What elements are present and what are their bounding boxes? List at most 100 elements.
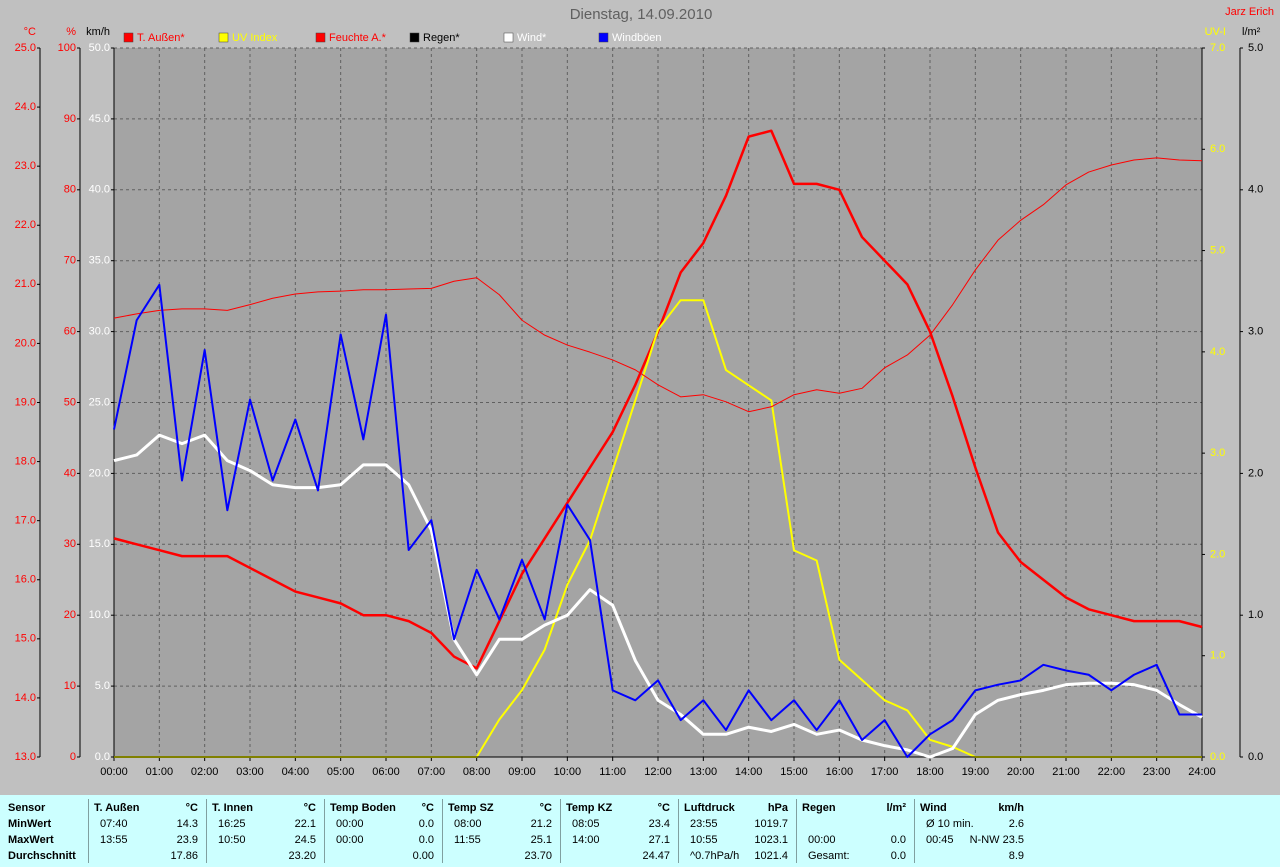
x-tick-label: 12:00: [644, 766, 672, 778]
x-tick-label: 02:00: [191, 766, 219, 778]
legend-label: Windböen: [612, 32, 662, 44]
y-tick-label: 4.0: [1248, 184, 1263, 196]
header-unit: °C: [303, 802, 316, 814]
header-name: Sensor: [8, 802, 46, 814]
cell-right: 22.1: [294, 818, 316, 830]
cell-right: 24.47: [642, 850, 670, 862]
y-tick-label: 19.0: [15, 396, 36, 408]
cell-left: 13:55: [100, 834, 128, 846]
legend-swatch: [598, 32, 609, 43]
legend-swatch: [315, 32, 326, 43]
header-unit: °C: [539, 802, 552, 814]
y-tick-label: 16.0: [15, 574, 36, 586]
y-tick-label: 20.0: [89, 467, 110, 479]
column-separator: [88, 799, 89, 863]
y-tick-label: 10.0: [89, 609, 110, 621]
legend-swatch: [123, 32, 134, 43]
series-line: [113, 157, 1203, 413]
cell-right: 8.9: [1008, 850, 1024, 862]
axis-label: km/h: [86, 26, 110, 38]
column-separator: [560, 799, 561, 863]
row-label: MaxWert: [8, 834, 54, 846]
y-tick-label: 13.0: [15, 751, 36, 763]
y-tick-label: 3.0: [1210, 447, 1225, 459]
axis-label: %: [66, 26, 76, 38]
cell-right: 23.4: [648, 818, 670, 830]
y-tick-label: 0.0: [1210, 751, 1225, 763]
y-tick-label: 60: [64, 326, 76, 338]
axis-label: l/m²: [1242, 26, 1261, 38]
cell-right: 0.0: [418, 834, 434, 846]
axis-label: °C: [24, 26, 36, 38]
y-tick-label: 22.0: [15, 219, 36, 231]
legend-swatch: [218, 32, 229, 43]
cell-left: 00:00: [336, 818, 364, 830]
cell-left: 00:00: [808, 834, 836, 846]
x-tick-label: 05:00: [327, 766, 355, 778]
cell-right: 21.2: [530, 818, 552, 830]
cell-left: 14:00: [572, 834, 600, 846]
x-tick-label: 21:00: [1052, 766, 1080, 778]
legend-label: UV Index: [232, 32, 278, 44]
cell-left: 07:40: [100, 818, 128, 830]
cell-right: 24.5: [294, 834, 316, 846]
cell-right: 2.6: [1008, 818, 1024, 830]
x-tick-label: 08:00: [463, 766, 491, 778]
x-tick-label: 01:00: [146, 766, 174, 778]
cell-left: 16:25: [218, 818, 246, 830]
y-tick-label: 4.0: [1210, 346, 1225, 358]
x-tick-label: 17:00: [871, 766, 899, 778]
y-tick-label: 20: [64, 609, 76, 621]
column-separator: [206, 799, 207, 863]
cell-left: 10:50: [218, 834, 246, 846]
x-tick-label: 15:00: [780, 766, 808, 778]
y-tick-label: 14.0: [15, 692, 36, 704]
y-tick-label: 80: [64, 184, 76, 196]
cell-left: 00:45: [926, 834, 954, 846]
cell-left: 08:00: [454, 818, 482, 830]
y-tick-label: 3.0: [1248, 326, 1263, 338]
cell-right: 0.0: [890, 850, 906, 862]
legend-swatch: [409, 32, 420, 43]
series-line: [113, 283, 1202, 758]
x-tick-label: 14:00: [735, 766, 763, 778]
cell-right: 23.9: [176, 834, 198, 846]
y-tick-label: 21.0: [15, 278, 36, 290]
y-tick-label: 2.0: [1248, 467, 1263, 479]
y-tick-label: 2.0: [1210, 548, 1225, 560]
y-tick-label: 24.0: [15, 101, 36, 113]
header-unit: km/h: [998, 802, 1024, 814]
legend-label: Regen*: [423, 32, 460, 44]
x-tick-label: 00:00: [100, 766, 128, 778]
column-separator: [796, 799, 797, 863]
y-tick-label: 30.0: [89, 326, 110, 338]
column-separator: [914, 799, 915, 863]
legend-label: T. Außen*: [137, 32, 185, 44]
y-tick-label: 25.0: [89, 396, 110, 408]
header-unit: °C: [421, 802, 434, 814]
header-name: Temp SZ: [448, 802, 494, 814]
column-separator: [678, 799, 679, 863]
y-tick-label: 1.0: [1248, 609, 1263, 621]
y-tick-label: 5.0: [95, 680, 110, 692]
y-tick-label: 40: [64, 467, 76, 479]
author: Jarz Erich: [1225, 6, 1274, 18]
y-tick-label: 70: [64, 255, 76, 267]
x-tick-label: 06:00: [372, 766, 400, 778]
cell-right: 0.0: [890, 834, 906, 846]
x-tick-label: 09:00: [508, 766, 536, 778]
cell-left: Ø 10 min.: [926, 818, 974, 830]
header-name: Regen: [802, 802, 836, 814]
x-tick-label: 10:00: [554, 766, 582, 778]
cell-right: 14.3: [176, 818, 198, 830]
y-tick-label: 20.0: [15, 337, 36, 349]
cell-left: ^0.7hPa/h: [690, 850, 740, 862]
chart: Dienstag, 14.09.2010 Jarz Erich 00:00 01:…: [15, 6, 1274, 778]
y-tick-label: 23.0: [15, 160, 36, 172]
x-tick-label: 20:00: [1007, 766, 1035, 778]
cell-right: N-NW 23.5: [969, 834, 1024, 846]
y-tick-label: 5.0: [1210, 244, 1225, 256]
cell-left: 00:00: [336, 834, 364, 846]
header-unit: °C: [185, 802, 198, 814]
